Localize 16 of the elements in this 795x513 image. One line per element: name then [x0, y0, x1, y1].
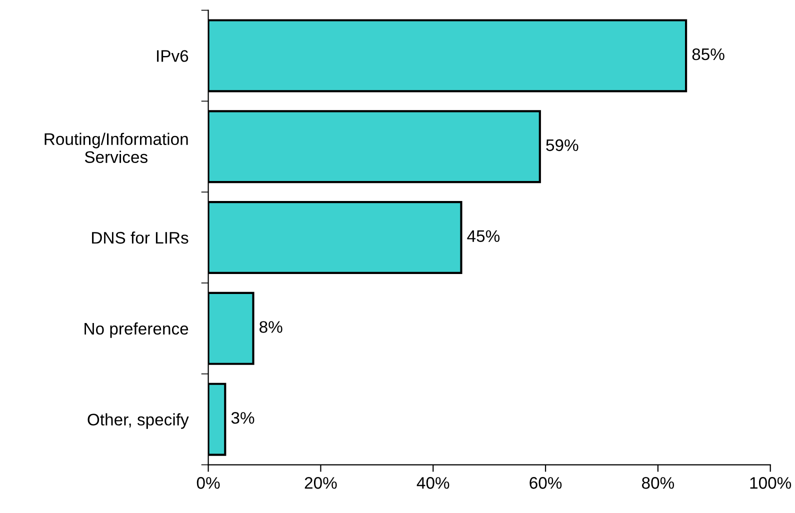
x-tick-label: 40%: [416, 477, 450, 489]
y-tick-label: Routing/Information Services: [44, 132, 188, 163]
y-tick-label: IPv6: [157, 50, 188, 62]
y-tick-label: No preference: [84, 322, 188, 338]
data-label: 8%: [260, 321, 282, 333]
data-label: 3%: [231, 412, 254, 424]
x-tick-label: 80%: [642, 477, 674, 489]
x-tick-label: 100%: [750, 477, 792, 489]
data-label: 85%: [692, 48, 724, 60]
x-tick-label: 0%: [196, 477, 220, 489]
data-label: 45%: [467, 230, 500, 242]
x-tick-label: 60%: [530, 477, 562, 489]
y-tick-label: Other, specify: [88, 413, 189, 429]
data-label: 59%: [546, 139, 578, 152]
y-tick-label: DNS for LIRs: [92, 232, 188, 244]
x-tick-label: 20%: [304, 477, 337, 489]
